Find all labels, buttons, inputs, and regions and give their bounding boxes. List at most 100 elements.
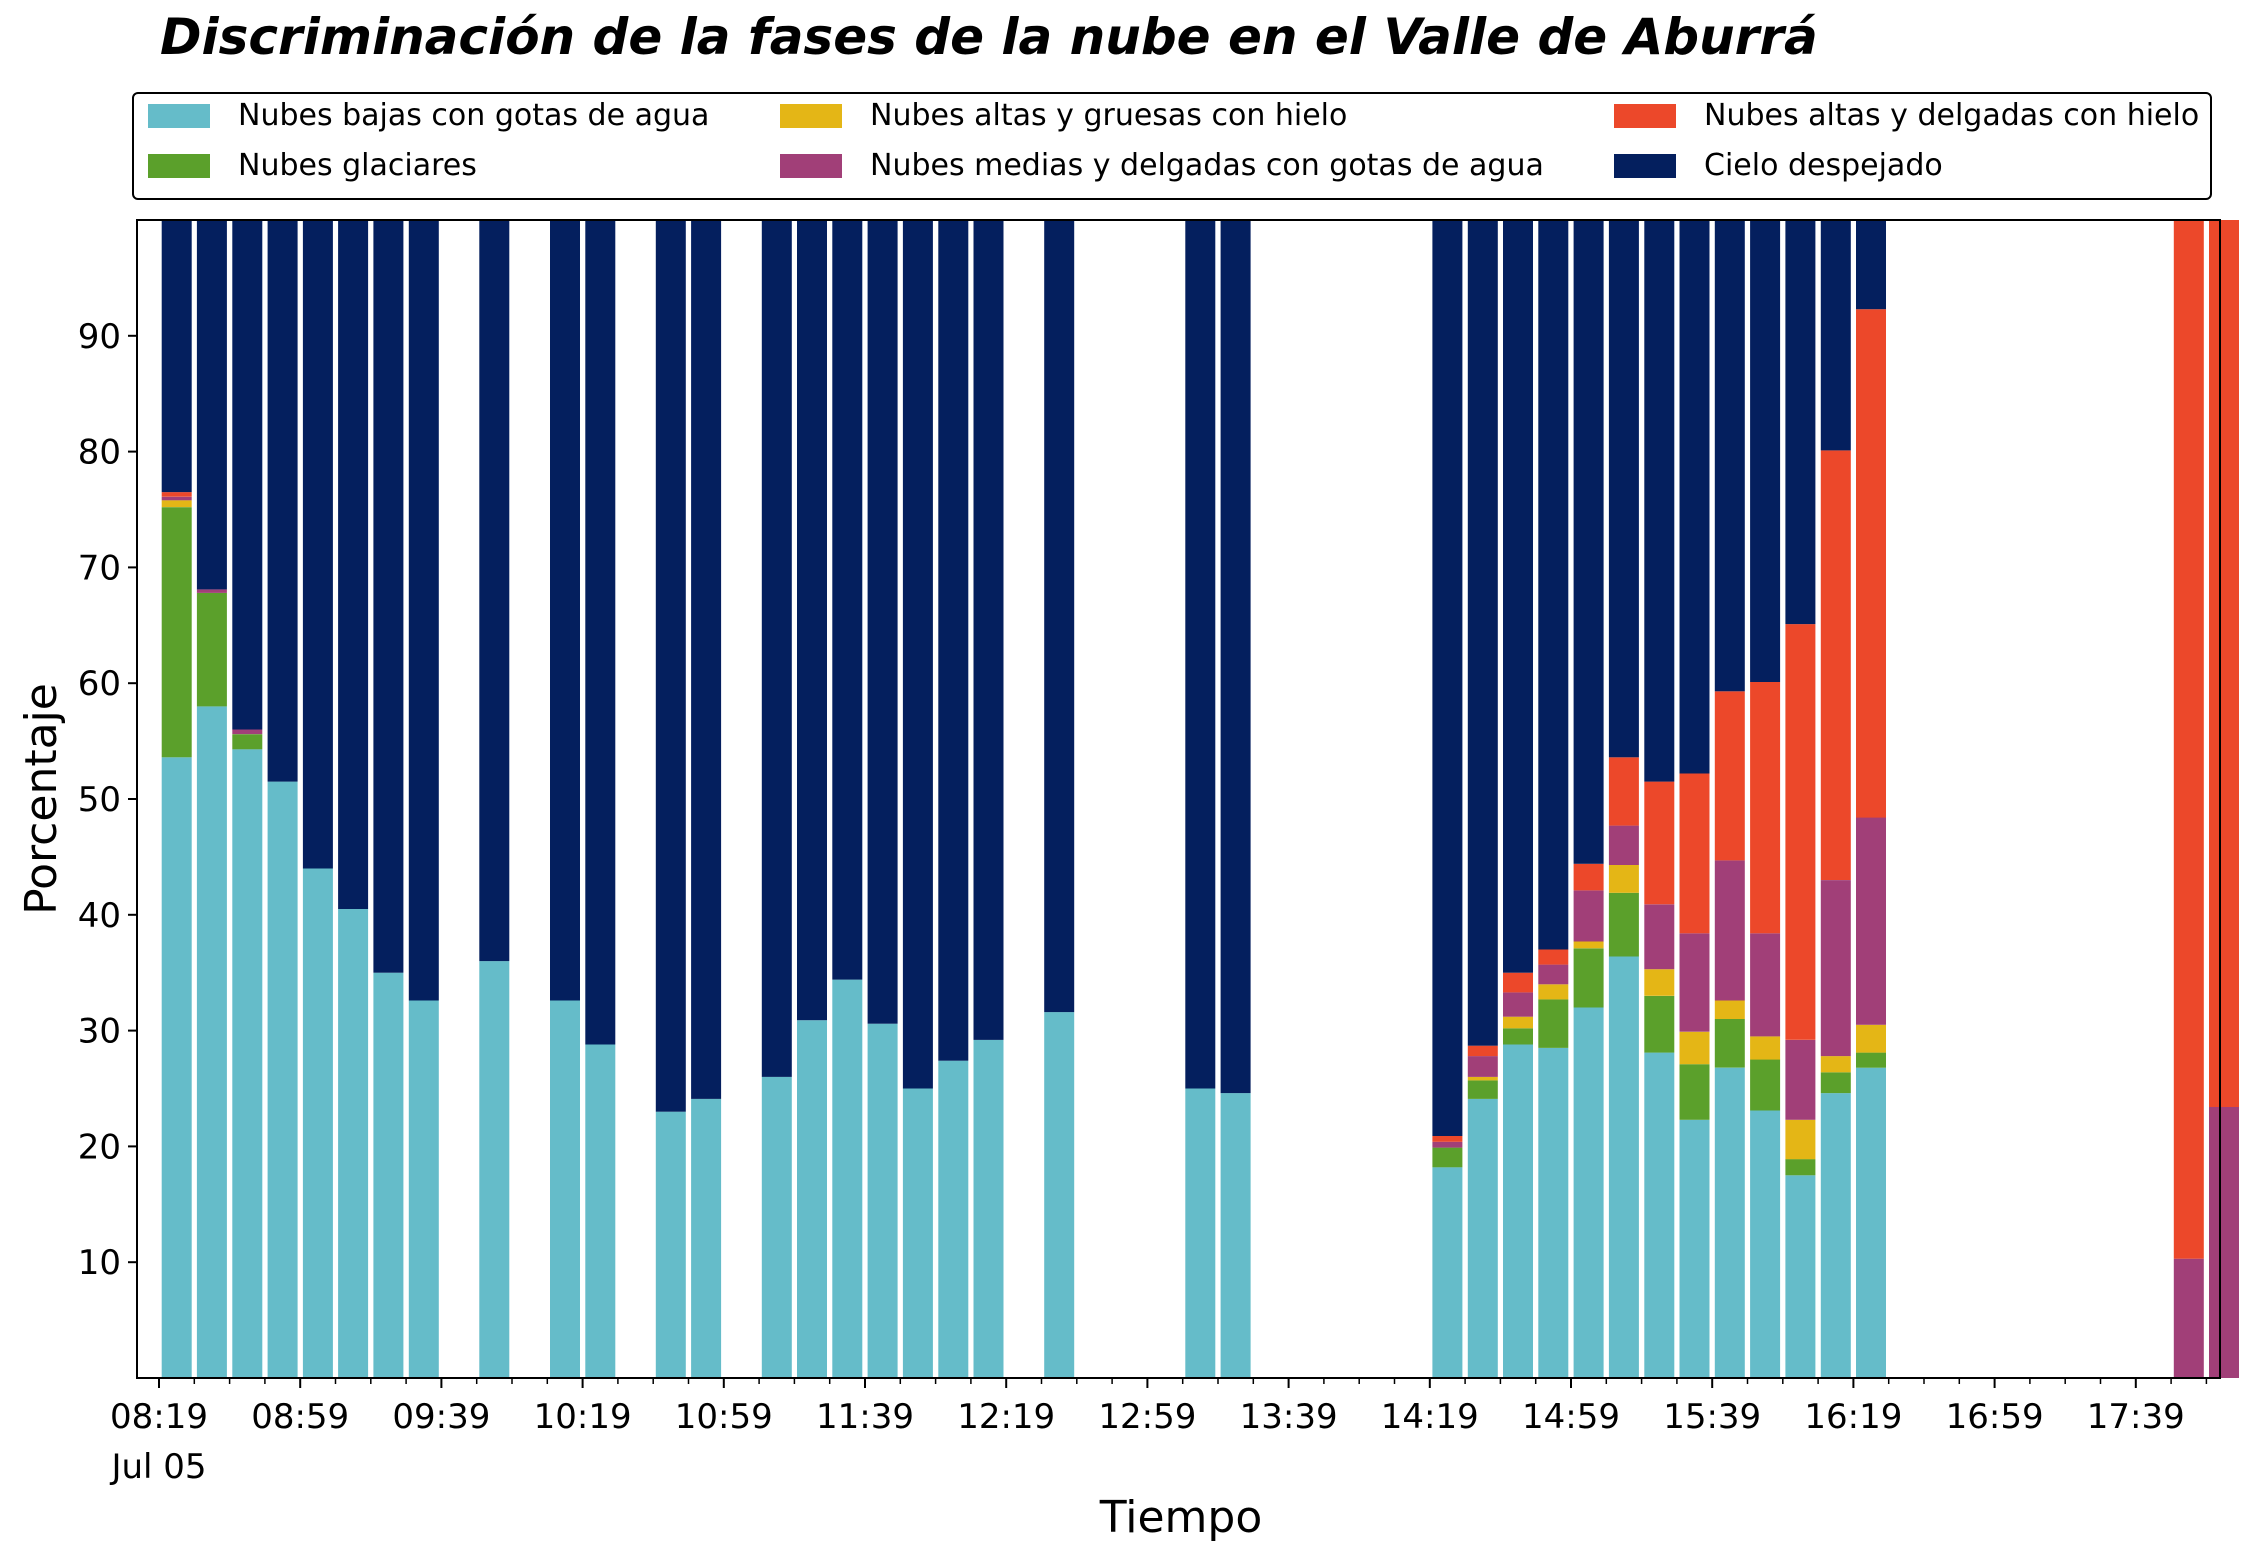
x-tick-label: 11:39 bbox=[816, 1397, 914, 1437]
legend-swatch bbox=[148, 103, 210, 128]
bar-segment bbox=[973, 220, 1004, 1040]
bar-segment bbox=[1432, 220, 1463, 1136]
bar-segment bbox=[1679, 220, 1710, 774]
bar-segment bbox=[867, 1023, 898, 1378]
bars-layer bbox=[161, 220, 2239, 1378]
bar-segment bbox=[1679, 1064, 1710, 1120]
x-tick-label: 17:39 bbox=[2087, 1397, 2185, 1437]
bar-segment bbox=[196, 589, 227, 593]
legend-label: Nubes altas y gruesas con hielo bbox=[870, 98, 1348, 133]
bar-segment bbox=[1750, 220, 1781, 682]
bar-segment bbox=[1044, 220, 1075, 1013]
legend: Nubes bajas con gotas de agua Nubes glac… bbox=[132, 92, 2212, 200]
y-tick-label: 40 bbox=[78, 896, 121, 936]
y-axis: 10 20 30 40 50 60 70 80 90 bbox=[78, 317, 137, 1283]
bar-segment bbox=[232, 734, 263, 750]
bar-segment bbox=[1608, 757, 1639, 826]
bar-segment bbox=[1538, 949, 1569, 965]
bar-segment bbox=[1467, 1080, 1498, 1099]
bar-segment bbox=[1608, 865, 1639, 893]
legend-item-low-water-clouds: Nubes bajas con gotas de agua bbox=[148, 98, 709, 133]
bar-segment bbox=[1503, 992, 1533, 1017]
bar-segment bbox=[2173, 1258, 2204, 1378]
bar-segment bbox=[1573, 948, 1604, 1008]
x-tick-label: 15:39 bbox=[1663, 1397, 1761, 1437]
bar-segment bbox=[2209, 220, 2239, 1107]
bar-segment bbox=[267, 220, 298, 782]
bar-segment bbox=[1220, 220, 1251, 1094]
x-tick-label: 14:59 bbox=[1522, 1397, 1620, 1437]
bar-segment bbox=[655, 1111, 686, 1378]
bar-segment bbox=[1714, 691, 1745, 861]
plot-frame bbox=[136, 219, 2221, 1379]
x-tick-label: 09:39 bbox=[392, 1397, 490, 1437]
bar-segment bbox=[655, 220, 686, 1112]
x-tick-label: 10:19 bbox=[534, 1397, 632, 1437]
bar-segment bbox=[832, 220, 863, 980]
legend-item-clear-sky: Cielo despejado bbox=[1614, 148, 1943, 183]
bar-segment bbox=[761, 220, 792, 1077]
bar-segment bbox=[1644, 1052, 1675, 1378]
bar-segment bbox=[1467, 220, 1498, 1046]
bar-segment bbox=[585, 220, 616, 1045]
bar-segment bbox=[973, 1039, 1004, 1378]
bar-segment bbox=[1856, 220, 1886, 310]
bar-segment bbox=[267, 781, 298, 1378]
bar-segment bbox=[550, 220, 580, 1001]
legend-swatch bbox=[1614, 153, 1676, 178]
x-tick-label: 16:59 bbox=[1946, 1397, 2044, 1437]
bar-segment bbox=[1785, 624, 1816, 1040]
y-tick-label: 60 bbox=[78, 664, 121, 704]
bar-segment bbox=[196, 706, 227, 1378]
bar-segment bbox=[1220, 1093, 1251, 1378]
legend-item-high-thin-ice-clouds: Nubes altas y delgadas con hielo bbox=[1614, 98, 2199, 133]
bar-segment bbox=[161, 220, 192, 493]
y-tick-label: 10 bbox=[78, 1243, 121, 1283]
bar-segment bbox=[1750, 1110, 1781, 1378]
bar-segment bbox=[938, 1060, 969, 1378]
bar-segment bbox=[1856, 817, 1886, 1025]
bar-segment bbox=[691, 220, 722, 1099]
bar-segment bbox=[196, 220, 227, 590]
bar-segment bbox=[161, 757, 192, 1378]
bar-segment bbox=[1679, 933, 1710, 1032]
y-tick-label: 20 bbox=[78, 1127, 121, 1167]
bar-segment bbox=[479, 961, 510, 1378]
bar-segment bbox=[1538, 220, 1569, 950]
x-axis: 08:19 Jul 05 08:59 09:39 10:19 10:59 11:39 12:1… bbox=[109, 1378, 2208, 1487]
y-axis-label: Porcentaje bbox=[16, 683, 67, 915]
bar-segment bbox=[1714, 220, 1745, 692]
bar-segment bbox=[1503, 220, 1533, 973]
bar-segment bbox=[1467, 1056, 1498, 1077]
bar-segment bbox=[1714, 1067, 1745, 1378]
y-tick-label: 90 bbox=[78, 317, 121, 357]
bar-segment bbox=[1750, 682, 1781, 934]
bar-segment bbox=[1785, 220, 1816, 625]
bar-segment bbox=[161, 492, 192, 497]
bar-segment bbox=[1785, 1175, 1816, 1378]
bar-segment bbox=[1503, 1028, 1533, 1045]
bar-segment bbox=[902, 220, 933, 1089]
bar-segment bbox=[1785, 1159, 1816, 1176]
bar-segment bbox=[1750, 1059, 1781, 1111]
legend-item-glaciated-clouds: Nubes glaciares bbox=[148, 148, 477, 183]
bar-segment bbox=[1185, 220, 1216, 1089]
legend-label: Nubes altas y delgadas con hielo bbox=[1704, 98, 2200, 133]
bar-segment bbox=[232, 749, 263, 1378]
bar-segment bbox=[797, 1020, 827, 1378]
bar-segment bbox=[1608, 892, 1639, 957]
y-tick-label: 30 bbox=[78, 1012, 121, 1052]
bar-segment bbox=[196, 592, 227, 707]
bar-segment bbox=[1820, 1093, 1851, 1378]
bar-segment bbox=[1467, 1076, 1498, 1081]
bar-segment bbox=[232, 220, 263, 730]
bar-segment bbox=[302, 220, 333, 869]
bar-segment bbox=[408, 1000, 439, 1378]
bar-segment bbox=[1820, 880, 1851, 1057]
legend-swatch bbox=[1614, 103, 1676, 128]
x-tick-label: 12:19 bbox=[957, 1397, 1055, 1437]
bar-segment bbox=[1644, 781, 1675, 905]
x-axis-label: Tiempo bbox=[1099, 1492, 1263, 1543]
bar-segment bbox=[1714, 860, 1745, 1001]
x-tick-label: 13:39 bbox=[1240, 1397, 1338, 1437]
